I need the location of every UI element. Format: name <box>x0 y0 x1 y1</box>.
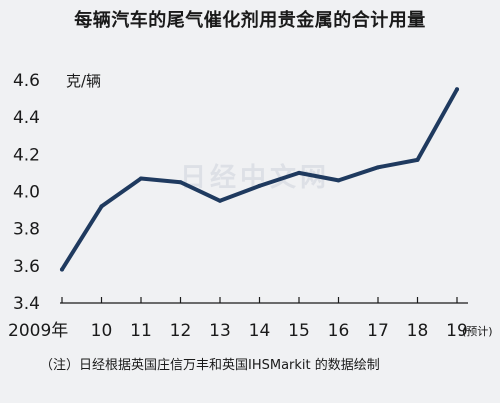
data-point <box>139 176 143 181</box>
x-tick-label: 19 <box>446 321 468 341</box>
data-points <box>60 87 459 272</box>
x-tick-label: 12 <box>170 321 192 341</box>
data-point <box>336 178 341 183</box>
y-tick-label: 4.0 <box>13 183 40 203</box>
y-tick-label: 3.6 <box>13 257 40 277</box>
data-point <box>60 267 64 272</box>
estimate-label: (预计) <box>462 325 493 338</box>
y-tick-label: 3.8 <box>13 220 40 240</box>
x-tick-label: 2009年 <box>8 321 68 341</box>
y-tick-label: 3.4 <box>13 294 40 314</box>
data-point <box>99 204 104 209</box>
x-tick-label: 16 <box>328 321 350 341</box>
x-tick-label: 15 <box>288 321 310 341</box>
x-tick-label: 10 <box>91 321 113 341</box>
x-tick-label: 18 <box>407 321 429 341</box>
y-tick-label: 4.4 <box>13 108 40 128</box>
x-tick-label: 17 <box>367 321 389 341</box>
y-tick-label: 4.6 <box>13 71 40 91</box>
y-axis: 3.4 3.6 3.8 4.0 4.2 4.4 4.6 <box>13 71 40 314</box>
x-axis: 2009年 10 11 12 13 14 15 16 17 18 19 <box>8 297 468 341</box>
data-point <box>257 183 262 188</box>
data-point <box>178 180 183 185</box>
x-tick-label: 13 <box>209 321 231 341</box>
data-point <box>297 170 301 175</box>
x-tick-label: 14 <box>249 321 271 341</box>
data-point <box>455 87 459 92</box>
data-point <box>415 157 420 162</box>
x-tick-label: 11 <box>130 321 152 341</box>
source-note: （注）日经根据英国庄信万丰和英国IHSMarkit 的数据绘制 <box>40 358 380 373</box>
y-axis-unit-label: 克/辆 <box>66 72 101 90</box>
data-point <box>218 198 222 203</box>
y-tick-label: 4.2 <box>13 145 40 165</box>
data-point <box>376 165 380 170</box>
chart-title: 每辆汽车的尾气催化剂用贵金属的合计用量 <box>74 10 426 31</box>
